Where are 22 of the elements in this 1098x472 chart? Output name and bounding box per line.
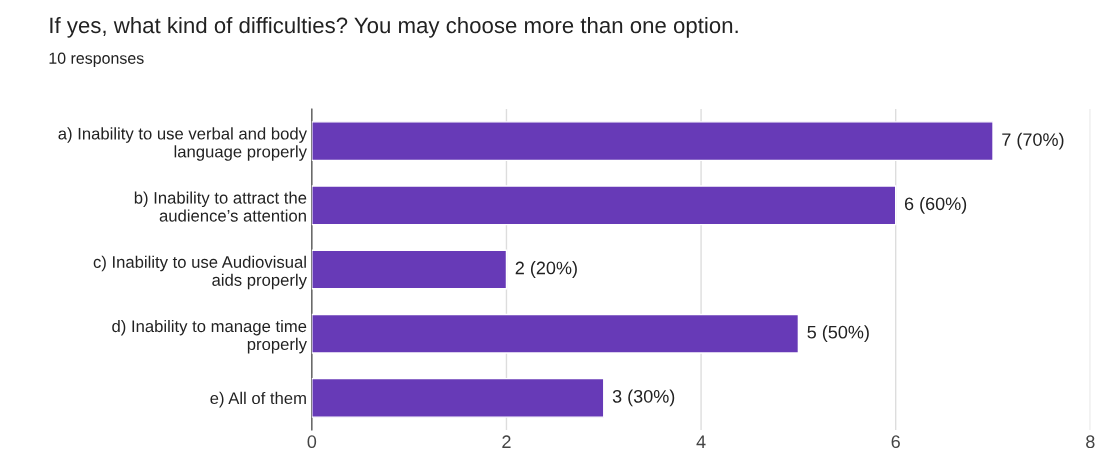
data-label: 2 (20%) bbox=[515, 261, 577, 278]
bar bbox=[311, 249, 508, 290]
bar bbox=[311, 313, 800, 354]
y-tick-label: c) Inability to use Audiovisual aids properly bbox=[93, 255, 307, 290]
x-tick-label: 4 bbox=[696, 435, 706, 448]
y-tick-label: b) Inability to attract the audience’s attention bbox=[134, 191, 307, 222]
y-tick-label: d) Inability to manage time properly bbox=[112, 319, 307, 354]
x-tick-label: 2 bbox=[502, 435, 511, 448]
bar bbox=[311, 185, 897, 226]
data-label: 5 (50%) bbox=[807, 325, 869, 343]
y-tick-label: a) Inability to use verbal and body language properly bbox=[58, 127, 307, 161]
data-label: 3 (30%) bbox=[612, 389, 675, 407]
chart-title: If yes, what kind of difficulties? You may choose more than one option. bbox=[50, 16, 738, 38]
data-label: 6 (60%) bbox=[904, 196, 967, 214]
bar bbox=[311, 121, 994, 162]
bar bbox=[311, 377, 605, 418]
x-tick-label: 0 bbox=[307, 435, 317, 449]
text: 10 responses bbox=[49, 52, 144, 68]
x-tick-label: 6 bbox=[891, 435, 900, 449]
data-label: 7 (70%) bbox=[1002, 132, 1064, 150]
x-tick-label: 8 bbox=[1086, 435, 1095, 449]
y-tick-label: e) All of them bbox=[210, 391, 306, 408]
